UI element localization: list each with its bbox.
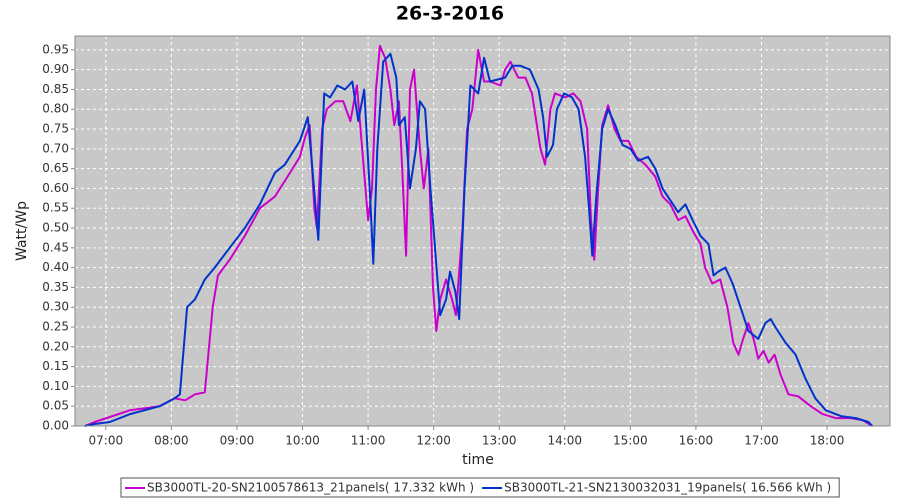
x-tick-label: 10:00 <box>285 434 320 448</box>
y-tick-label: 0.00 <box>42 419 69 433</box>
x-axis-label: time <box>462 452 494 468</box>
y-tick-label: 0.90 <box>42 62 69 76</box>
y-tick-label: 0.20 <box>42 339 69 353</box>
x-tick-label: 07:00 <box>89 434 124 448</box>
y-tick-label: 0.95 <box>42 42 69 56</box>
plot-area <box>75 36 890 426</box>
x-tick-label: 15:00 <box>613 434 648 448</box>
x-tick-label: 18:00 <box>810 434 845 448</box>
chart-title: 26-3-2016 <box>396 3 504 25</box>
y-tick-label: 0.30 <box>42 300 69 314</box>
y-tick-label: 0.50 <box>42 221 69 235</box>
y-tick-label: 0.60 <box>42 181 69 195</box>
y-tick-label: 0.05 <box>42 399 69 413</box>
y-tick-label: 0.75 <box>42 122 69 136</box>
y-tick-label: 0.35 <box>42 280 69 294</box>
y-tick-label: 0.55 <box>42 201 69 215</box>
y-tick-label: 0.25 <box>42 320 69 334</box>
y-tick-label: 0.70 <box>42 141 69 155</box>
y-tick-label: 0.40 <box>42 260 69 274</box>
y-tick-label: 0.15 <box>42 359 69 373</box>
y-tick-label: 0.45 <box>42 240 69 254</box>
legend-label: SB3000TL-21-SN2130032031_19panels( 16.56… <box>504 481 831 495</box>
y-tick-label: 0.85 <box>42 82 69 96</box>
x-tick-label: 16:00 <box>679 434 714 448</box>
legend <box>120 477 840 498</box>
y-tick-label: 0.10 <box>42 379 69 393</box>
x-tick-label: 17:00 <box>744 434 779 448</box>
x-tick-label: 12:00 <box>416 434 451 448</box>
series-line <box>84 52 874 427</box>
legend-label: SB3000TL-20-SN2100578613_21panels( 17.33… <box>147 481 474 495</box>
y-tick-label: 0.80 <box>42 102 69 116</box>
y-tick-label: 0.65 <box>42 161 69 175</box>
x-tick-label: 09:00 <box>220 434 255 448</box>
x-tick-label: 13:00 <box>482 434 517 448</box>
y-axis-label: Watt/Wp <box>14 201 30 261</box>
x-tick-label: 08:00 <box>154 434 189 448</box>
x-tick-label: 11:00 <box>351 434 386 448</box>
x-tick-label: 14:00 <box>547 434 582 448</box>
plot-border <box>74 35 891 427</box>
